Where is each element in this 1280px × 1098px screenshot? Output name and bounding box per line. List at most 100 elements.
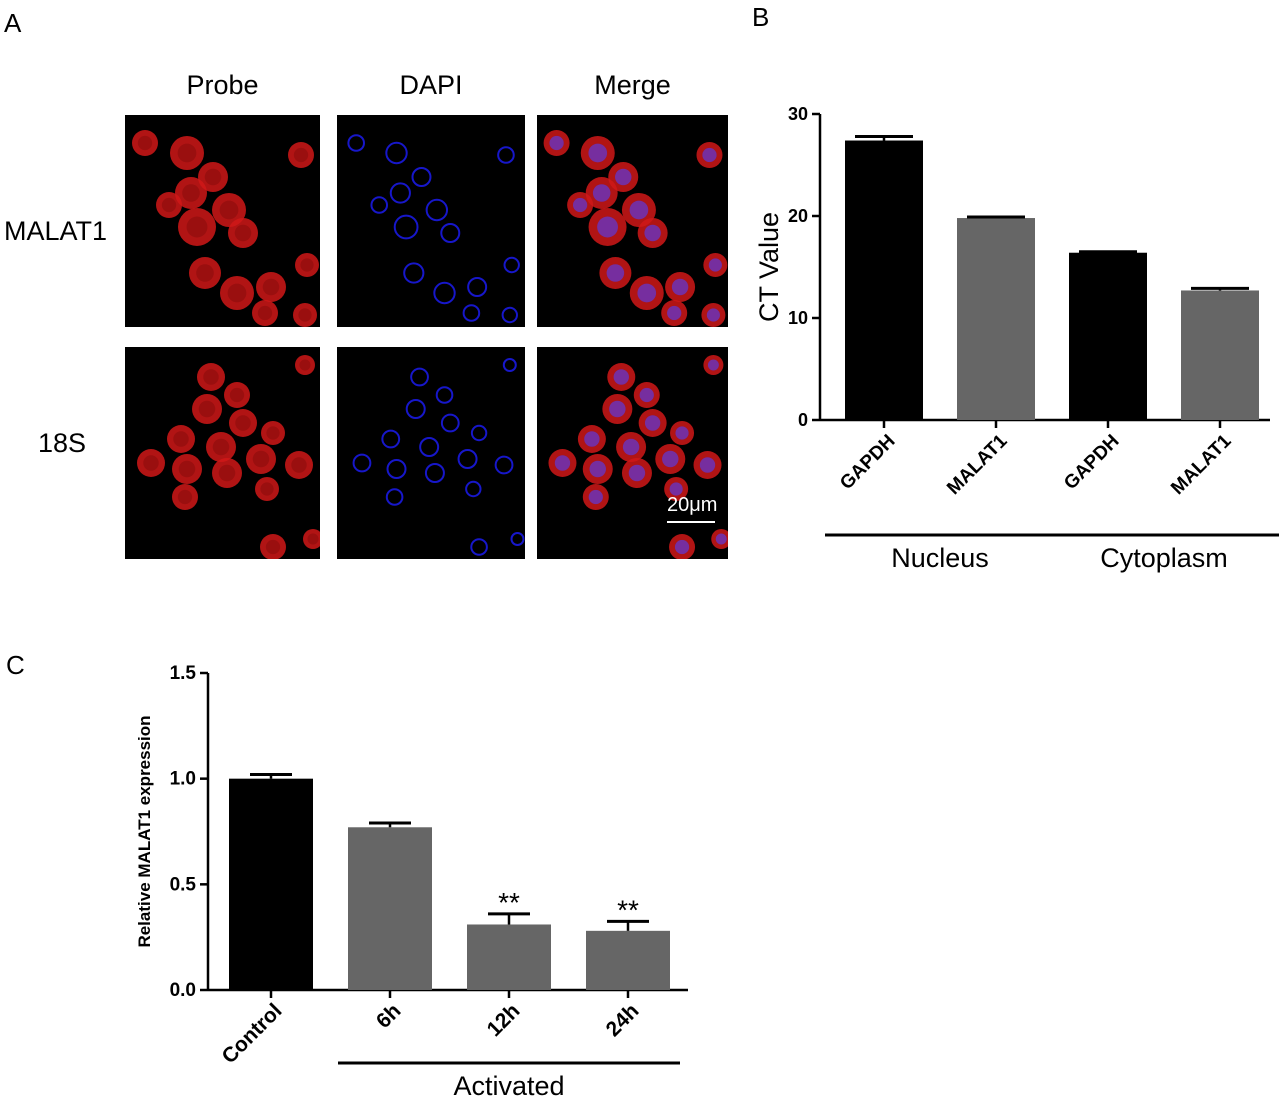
nucleus-14 (470, 538, 488, 556)
nucleus-8 (433, 281, 456, 305)
group-label: Cytoplasm (1100, 543, 1228, 573)
y-tick-label: 1.5 (170, 663, 197, 684)
column-label-merge: Merge (594, 70, 671, 100)
nucleus-12 (669, 482, 683, 496)
nucleus-11 (497, 146, 515, 164)
nucleus-5 (381, 429, 401, 449)
nucleus-2 (609, 400, 626, 418)
nucleus-12 (503, 256, 520, 274)
x-category-label: MALAT1 (1167, 430, 1236, 499)
nucleus-11 (702, 147, 717, 163)
cell-center-0 (137, 135, 153, 151)
nucleus-9 (671, 278, 689, 296)
cell-center-3 (235, 415, 251, 431)
nucleus-9 (386, 459, 407, 479)
bar-gapdh (845, 140, 923, 420)
cell-center-5 (186, 216, 208, 238)
cell-center-7 (252, 450, 270, 468)
nucleus-3 (440, 413, 460, 433)
nucleus-4 (675, 426, 689, 440)
nucleus-10 (667, 305, 682, 321)
x-category-label: 6h (372, 999, 406, 1033)
nucleus-0 (410, 367, 429, 387)
y-tick-label: 0.5 (170, 874, 197, 895)
nucleus-12 (708, 258, 722, 272)
cell-center-2 (198, 400, 216, 418)
micrograph-18s-dapi (337, 347, 525, 559)
nucleus-2 (614, 168, 632, 186)
nucleus-4 (425, 198, 449, 222)
nucleus-8 (352, 453, 372, 473)
nucleus-10 (424, 463, 445, 483)
significance-mark: ** (498, 887, 520, 918)
column-label-dapi: DAPI (399, 70, 463, 100)
nucleus-13 (706, 308, 720, 322)
nucleus-5 (597, 216, 619, 238)
cell-center-14 (265, 539, 281, 555)
group-label: Nucleus (891, 543, 989, 573)
panel-letter-c: C (6, 650, 25, 680)
cell-center-1 (229, 387, 245, 403)
cell-center-16 (299, 359, 311, 371)
chart-c-relative-expression: 0.0 0.5 1.0 1.5 Control 6h ** 12h ** 24h Activated… (135, 663, 688, 1098)
y-tick-label: 10 (788, 308, 808, 328)
nucleus-10 (628, 464, 646, 482)
nucleus-8 (554, 455, 571, 471)
bar-control (229, 778, 313, 990)
nucleus-6 (419, 437, 440, 457)
bar-gapdh (1069, 252, 1147, 420)
cell-center-1 (177, 143, 197, 163)
nucleus-0 (347, 134, 366, 152)
cell-center-9 (178, 460, 196, 478)
bar-12h (467, 924, 551, 990)
cell-center-11 (291, 457, 307, 473)
group-label: Activated (453, 1071, 564, 1098)
nucleus-1 (639, 387, 654, 403)
nucleus-2 (411, 167, 432, 187)
cell-center-7 (196, 264, 214, 282)
nucleus-16 (502, 358, 517, 372)
nucleus-7 (457, 449, 478, 469)
nucleus-7 (403, 262, 425, 284)
nucleus-0 (549, 135, 564, 151)
micrograph-malat1-merge (537, 115, 728, 327)
nucleus-3 (592, 184, 611, 202)
cell-center-10 (218, 464, 236, 482)
cell-center-13 (177, 489, 193, 505)
y-tick-label: 0 (798, 410, 808, 430)
column-label-probe: Probe (186, 70, 259, 100)
nucleus-8 (637, 283, 657, 303)
y-axis-label: Relative MALAT1 expression (135, 715, 154, 947)
micrograph-malat1-probe (125, 115, 320, 327)
cell-center-8 (143, 455, 159, 471)
cell-center-3 (182, 184, 200, 202)
nucleus-6 (440, 223, 461, 243)
nucleus-1 (435, 386, 454, 404)
nucleus-14 (674, 539, 690, 555)
nucleus-0 (613, 369, 629, 385)
cell-center-5 (173, 431, 189, 447)
cell-center-13 (298, 308, 312, 322)
nucleus-3 (389, 182, 411, 204)
bar-6h (348, 827, 432, 990)
micrograph-18s-merge (537, 347, 728, 559)
cell-center-12 (300, 258, 314, 272)
cell-center-9 (262, 278, 280, 296)
nucleus-9 (467, 277, 488, 297)
nucleus-16 (707, 359, 719, 371)
nucleus-6 (622, 438, 640, 456)
nucleus-5 (584, 431, 600, 447)
micrograph-malat1-dapi (337, 115, 525, 327)
nucleus-15 (715, 533, 727, 545)
nucleus-4 (629, 200, 649, 220)
nucleus-14 (572, 197, 588, 213)
cell-center-6 (212, 438, 230, 456)
scale-bar-label: 20μm (667, 494, 718, 516)
bar-malat1 (957, 218, 1035, 420)
bar-malat1 (1181, 290, 1259, 420)
nucleus-12 (465, 480, 482, 498)
chart-b-ct-value: 0 10 20 30 GAPDH MALAT1 GAPDH MALAT1 Nucleus Cyto… (754, 104, 1279, 573)
y-axis-label: CT Value (754, 212, 784, 322)
cell-center-6 (234, 224, 252, 242)
cell-center-8 (227, 283, 247, 303)
